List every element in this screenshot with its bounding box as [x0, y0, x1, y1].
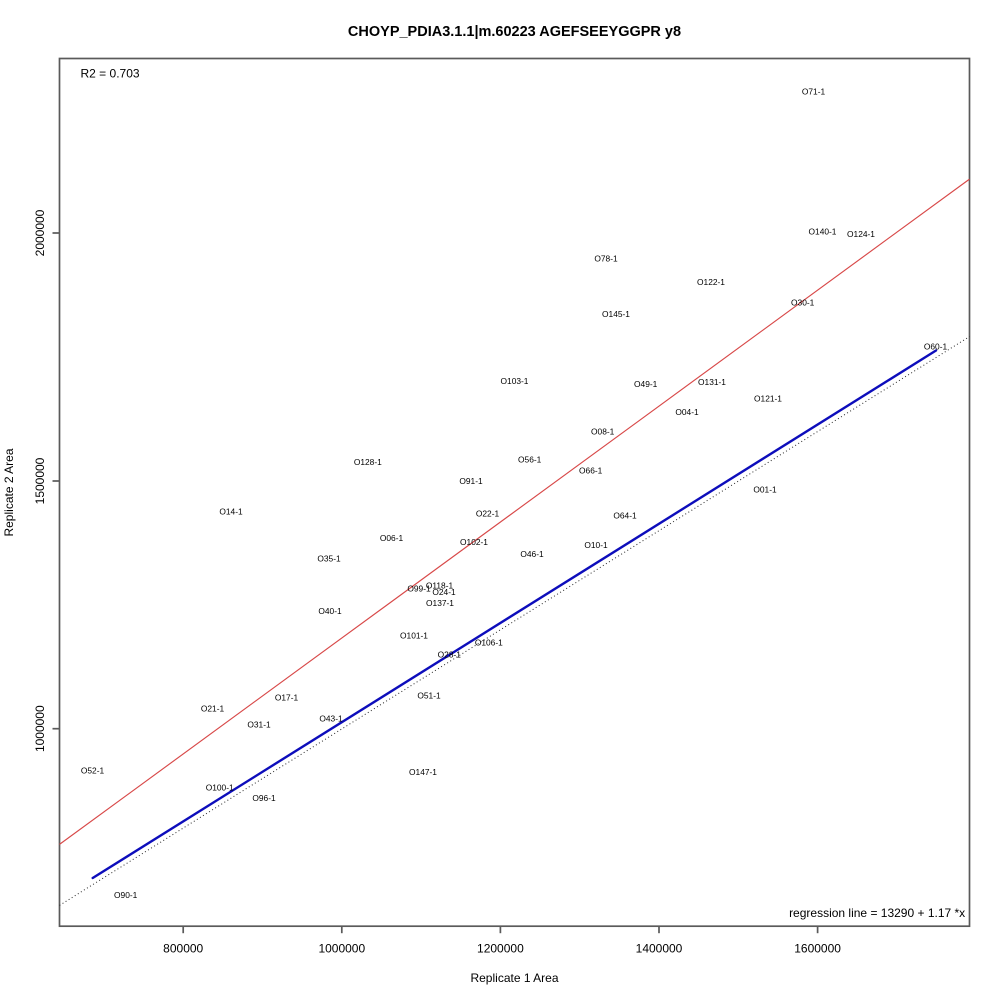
svg-text:O64-1: O64-1 — [613, 511, 637, 521]
svg-text:regression line = 13290 + 1.17: regression line = 13290 + 1.17 *x — [789, 906, 965, 920]
svg-text:O10-1: O10-1 — [584, 540, 608, 550]
svg-text:O14-1: O14-1 — [219, 507, 243, 517]
svg-text:O96-1: O96-1 — [252, 793, 276, 803]
svg-text:CHOYP_PDIA3.1.1|m.60223 AGEFSE: CHOYP_PDIA3.1.1|m.60223 AGEFSEEYGGPR y8 — [348, 24, 681, 40]
svg-text:Replicate 1 Area: Replicate 1 Area — [470, 971, 558, 985]
svg-text:O56-1: O56-1 — [518, 455, 542, 465]
svg-text:O52-1: O52-1 — [81, 766, 105, 776]
svg-text:1600000: 1600000 — [794, 942, 841, 956]
svg-text:O35-1: O35-1 — [317, 554, 341, 564]
svg-text:O40-1: O40-1 — [318, 606, 342, 616]
svg-text:O31-1: O31-1 — [247, 720, 271, 730]
svg-text:O103-1: O103-1 — [501, 376, 529, 386]
svg-text:Replicate 2 Area: Replicate 2 Area — [2, 448, 16, 536]
svg-text:O102-1: O102-1 — [460, 537, 488, 547]
svg-text:O17-1: O17-1 — [275, 693, 299, 703]
svg-text:2000000: 2000000 — [33, 209, 47, 256]
svg-text:O43-1: O43-1 — [319, 714, 343, 724]
svg-text:O66-1: O66-1 — [579, 466, 603, 476]
svg-text:O122-1: O122-1 — [697, 277, 725, 287]
svg-text:O08-1: O08-1 — [591, 427, 615, 437]
svg-text:O60-1: O60-1 — [924, 342, 948, 352]
svg-text:O78-1: O78-1 — [594, 254, 618, 264]
svg-text:O137-1: O137-1 — [426, 598, 454, 608]
svg-text:O140-1: O140-1 — [809, 227, 837, 237]
svg-text:O21-1: O21-1 — [201, 704, 225, 714]
svg-text:O06-1: O06-1 — [380, 533, 404, 543]
svg-text:O24-1: O24-1 — [432, 587, 456, 597]
svg-text:O46-1: O46-1 — [520, 549, 544, 559]
svg-text:O131-1: O131-1 — [698, 377, 726, 387]
svg-text:O101-1: O101-1 — [400, 631, 428, 641]
svg-text:1200000: 1200000 — [477, 942, 524, 956]
svg-text:1500000: 1500000 — [33, 457, 47, 504]
svg-text:R2 = 0.703: R2 = 0.703 — [81, 67, 140, 81]
svg-text:O04-1: O04-1 — [675, 407, 699, 417]
svg-text:800000: 800000 — [163, 942, 203, 956]
svg-text:O99-1: O99-1 — [407, 584, 431, 594]
svg-text:O121-1: O121-1 — [754, 394, 782, 404]
svg-text:1000000: 1000000 — [318, 942, 365, 956]
svg-text:O51-1: O51-1 — [417, 691, 441, 701]
svg-text:O100-1: O100-1 — [206, 783, 234, 793]
svg-text:O49-1: O49-1 — [634, 379, 658, 389]
svg-text:O145-1: O145-1 — [602, 309, 630, 319]
svg-text:1000000: 1000000 — [33, 705, 47, 752]
svg-text:O28-1: O28-1 — [438, 650, 462, 660]
svg-text:O124-1: O124-1 — [847, 229, 875, 239]
svg-text:O71-1: O71-1 — [802, 87, 826, 97]
svg-text:O106-1: O106-1 — [475, 638, 503, 648]
svg-text:O30-1: O30-1 — [791, 298, 815, 308]
svg-text:O128-1: O128-1 — [354, 457, 382, 467]
svg-text:O147-1: O147-1 — [409, 767, 437, 777]
svg-text:O22-1: O22-1 — [476, 509, 500, 519]
svg-text:O91-1: O91-1 — [459, 476, 483, 486]
svg-text:O01-1: O01-1 — [753, 485, 777, 495]
svg-text:O90-1: O90-1 — [114, 890, 138, 900]
svg-text:1400000: 1400000 — [636, 942, 683, 956]
svg-text:O118-1: O118-1 — [426, 581, 454, 591]
